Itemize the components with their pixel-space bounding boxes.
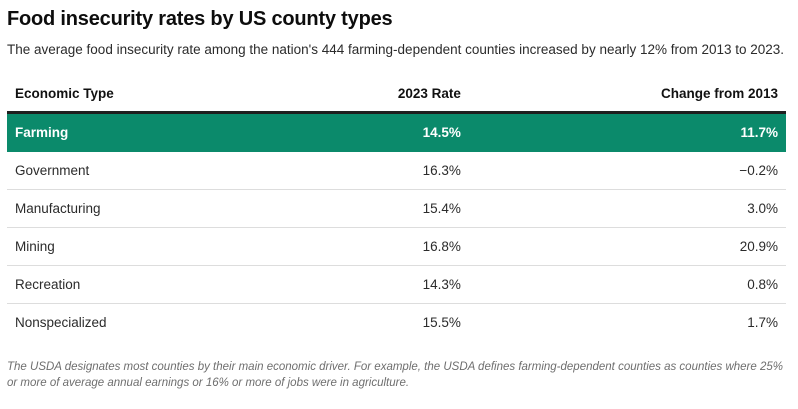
table-header: Economic Type 2023 Rate Change from 2013 xyxy=(7,80,786,114)
rate-2023-cell: 16.3% xyxy=(280,151,469,190)
table-body: Farming 14.5% 11.7% Government 16.3% −0.… xyxy=(7,112,786,342)
change-cell: 3.0% xyxy=(468,189,786,228)
change-cell: 11.7% xyxy=(468,112,786,152)
change-cell: 0.8% xyxy=(468,265,786,304)
footnote: The USDA designates most counties by the… xyxy=(7,361,783,389)
column-header-economic-type: Economic Type xyxy=(7,80,281,114)
economic-type-cell: Farming xyxy=(7,112,281,152)
economic-type-cell: Government xyxy=(7,151,281,190)
change-cell: 20.9% xyxy=(468,227,786,266)
rate-2023-cell: 14.5% xyxy=(280,112,469,152)
table-row: Farming 14.5% 11.7% xyxy=(7,112,786,152)
economic-type-cell: Recreation xyxy=(7,265,281,304)
table-row: Nonspecialized 15.5% 1.7% xyxy=(7,304,786,342)
rate-2023-cell: 15.5% xyxy=(422,315,461,330)
food-insecurity-table: Economic Type 2023 Rate Change from 2013… xyxy=(7,80,786,341)
rate-2023-cell: 15.4% xyxy=(280,189,469,228)
table-row: Mining 16.8% 20.9% xyxy=(7,227,786,266)
economic-type-cell: Mining xyxy=(7,227,281,266)
change-cell: 1.7% xyxy=(747,315,778,330)
change-cell: −0.2% xyxy=(468,151,786,190)
table-header-row: Economic Type 2023 Rate Change from 2013 xyxy=(7,80,786,114)
column-header-change-from-2013: Change from 2013 xyxy=(468,80,786,114)
rate-2023-cell: 16.8% xyxy=(280,227,469,266)
chart-subtitle: The average food insecurity rate among t… xyxy=(7,42,785,57)
chart-container: Food insecurity rates by US county types… xyxy=(7,8,786,389)
rate-2023-cell: 14.3% xyxy=(280,265,469,304)
economic-type-cell: Manufacturing xyxy=(7,189,281,228)
chart-title: Food insecurity rates by US county types xyxy=(7,8,393,30)
column-header-2023-rate: 2023 Rate xyxy=(280,80,469,114)
table-row: Recreation 14.3% 0.8% xyxy=(7,265,786,304)
table-row: Government 16.3% −0.2% xyxy=(7,151,786,190)
economic-type-cell: Nonspecialized xyxy=(15,315,107,330)
table-row: Manufacturing 15.4% 3.0% xyxy=(7,189,786,228)
